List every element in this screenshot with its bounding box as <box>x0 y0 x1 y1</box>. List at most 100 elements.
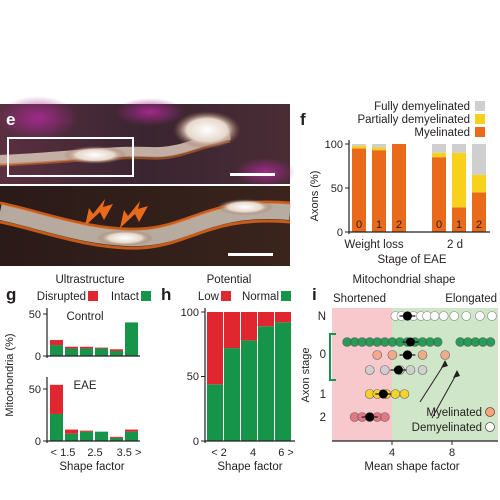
y-tick-label-1: 1 <box>320 389 326 401</box>
bright-mitochondrion <box>97 230 153 246</box>
bar-segment <box>432 152 446 158</box>
orange-arrow-icon <box>85 199 113 226</box>
group-label-weight-loss: Weight loss <box>344 239 403 251</box>
chart-title: Potential <box>207 274 252 286</box>
legend-myelinated: Myelinated <box>426 407 482 419</box>
subplot-title-eae: EAE <box>73 380 96 392</box>
scatter-point <box>485 337 496 347</box>
scatter-point <box>417 365 428 375</box>
group-label-2d: 2 d <box>447 239 463 251</box>
scatter-point <box>380 365 390 375</box>
bar-segment <box>95 431 108 441</box>
bars <box>50 384 138 441</box>
bright-mitochondrion <box>63 146 127 164</box>
scale-bar <box>230 173 275 176</box>
legend-swatch-normal <box>281 291 291 301</box>
bar-segment <box>472 192 486 232</box>
y-tick-label: 100 <box>181 307 199 319</box>
bracket-stage-0 <box>329 333 336 381</box>
bar-segment <box>452 152 466 208</box>
bar-segment <box>110 437 123 441</box>
panel-label-f: f <box>300 110 306 129</box>
bar-segment <box>65 433 78 441</box>
bar-segment <box>50 345 63 356</box>
panel-g: g Ultrastructure Disrupted Intact Mitoch… <box>4 274 151 473</box>
panel-label-g: g <box>6 285 16 304</box>
bar-segment <box>50 413 63 441</box>
y-tick-label-0: 0 <box>320 349 326 361</box>
bar-segment <box>80 430 93 432</box>
magenta-soma <box>115 98 185 126</box>
panel-f: f Fully demyelinated Partially demyelina… <box>300 101 490 266</box>
magenta-soma <box>0 96 78 140</box>
chart-title: Mitochondrial shape <box>353 274 456 286</box>
bar-segment <box>258 312 274 327</box>
x-axis-title: Mean shape factor <box>364 461 459 473</box>
scatter-point <box>429 311 440 321</box>
bar-segment <box>207 384 223 441</box>
bar-segment <box>224 312 240 349</box>
orange-arrow-icon <box>120 201 148 228</box>
y-tick-label: 0 <box>35 351 41 363</box>
mean-marker <box>405 337 415 347</box>
y-tick-label: 50 <box>331 183 343 195</box>
zoom-box <box>7 137 134 177</box>
bar-segment <box>125 429 138 432</box>
legend-swatch-intact <box>141 291 151 301</box>
y-tick-label: 0 <box>193 436 199 448</box>
panel-h: h Potential Low Normal 100 50 0 < 2 4 6 … <box>161 274 295 473</box>
mean-marker <box>393 365 403 375</box>
y-axis-title: Axons (%) <box>309 171 321 222</box>
bar-segment <box>241 340 257 441</box>
scatter-point <box>449 311 460 321</box>
bar-segment <box>275 322 291 441</box>
legend-partially-demyelinated: Partially demyelinated <box>357 114 470 126</box>
bar-segment <box>432 144 446 153</box>
scatter-point <box>380 412 390 422</box>
bar-segment <box>110 350 123 356</box>
bar-segment <box>80 348 93 356</box>
bar-segment <box>352 145 366 149</box>
scatter-point <box>387 350 398 360</box>
scatter-point <box>487 311 497 321</box>
bar-segment <box>452 144 466 153</box>
bar-segment <box>452 207 466 232</box>
legend-myelinated: Myelinated <box>414 127 470 139</box>
arrowhead-icon <box>453 370 460 378</box>
bar-segment <box>352 148 366 232</box>
right-annotation: Elongated <box>445 293 497 305</box>
x-axis-title: Shape factor <box>59 461 124 473</box>
legend-leader-demyelinated <box>431 372 458 419</box>
legend-disrupted: Disrupted <box>37 291 86 303</box>
bar-segment <box>472 174 486 193</box>
y-tick-label: 50 <box>187 371 199 383</box>
scatter-point <box>440 350 450 360</box>
mean-marker <box>365 412 375 422</box>
panel-i: i Mitochondrial shape Shortened Elongate… <box>300 274 498 473</box>
legend-leader-myelinated <box>419 362 446 403</box>
y-tick-label: 0 <box>337 227 343 239</box>
scatter-point <box>399 389 410 399</box>
bars: 0 1 2 0 1 2 <box>352 144 486 232</box>
bar-label: 1 <box>456 219 462 231</box>
bar-segment <box>207 312 223 385</box>
bar-segment <box>110 349 123 351</box>
legend-swatch-full <box>475 101 485 111</box>
scale-bar <box>228 253 273 256</box>
legend-low: Low <box>198 291 220 303</box>
bar-segment <box>80 346 93 349</box>
mean-marker <box>402 350 412 360</box>
y-tick-label: 50 <box>29 309 41 321</box>
legend-swatch-partial <box>475 114 485 124</box>
y-tick-label: 50 <box>29 384 41 396</box>
x-tick-label: 4 <box>389 447 395 459</box>
magenta-soma <box>235 158 295 186</box>
bar-segment <box>50 384 63 414</box>
legend-swatch-myelinated <box>475 127 485 137</box>
y-axis-title: Axon stage <box>300 347 312 402</box>
bright-mitochondrion <box>173 111 241 149</box>
y-tick-label: 0 <box>35 436 41 448</box>
bar-segment <box>241 312 257 341</box>
y-tick-label: 100 <box>325 139 343 151</box>
